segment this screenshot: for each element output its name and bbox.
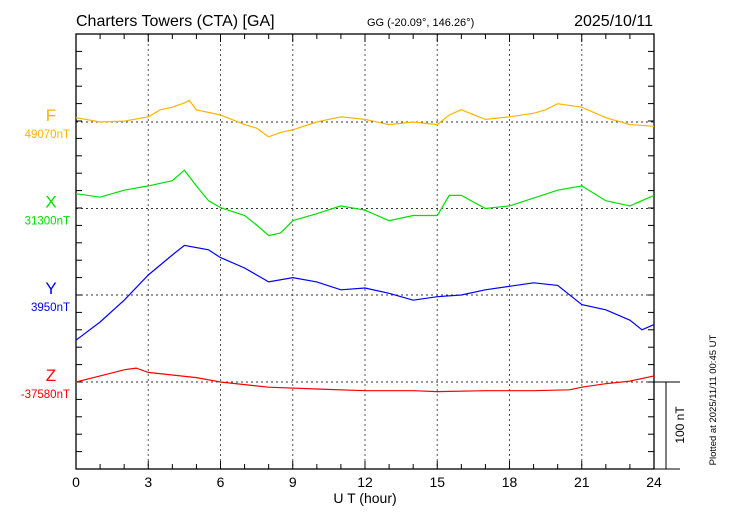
series-name-x: X [45, 193, 56, 212]
series-baseline-f: 49070nT [25, 129, 70, 141]
series-line-f [75, 99, 655, 138]
series-line-y [75, 244, 655, 341]
x-tick-label: 15 [429, 474, 445, 490]
x-tick-label: 9 [289, 474, 297, 490]
chart-date: 2025/10/11 [574, 13, 653, 30]
series-baseline-y: 3950nT [31, 302, 70, 314]
x-axis-label: U T (hour) [333, 490, 396, 506]
x-tick-label: 6 [217, 474, 225, 490]
x-tick-label: 0 [72, 474, 80, 490]
series-name-f: F [46, 106, 56, 125]
series-name-z: Z [46, 366, 56, 385]
series-name-y: Y [45, 279, 56, 298]
x-tick-label: 18 [502, 474, 518, 490]
series-baseline-x: 31300nT [25, 216, 70, 228]
series-line-z [75, 367, 655, 393]
scale-bar-label: 100 nT [673, 406, 687, 444]
chart-title: Charters Towers (CTA) [GA] [76, 13, 275, 30]
plotted-note: Plotted at 2025/11/11 00:45 UT [708, 334, 719, 465]
x-tick-label: 24 [646, 474, 662, 490]
x-tick-label: 3 [144, 474, 152, 490]
series-baseline-z: -37580nT [21, 389, 70, 401]
chart-subtitle: GG (-20.09°, 146.26°) [367, 17, 474, 29]
x-tick-label: 21 [574, 474, 590, 490]
x-tick-label: 12 [357, 474, 373, 490]
series-line-x [75, 169, 655, 237]
